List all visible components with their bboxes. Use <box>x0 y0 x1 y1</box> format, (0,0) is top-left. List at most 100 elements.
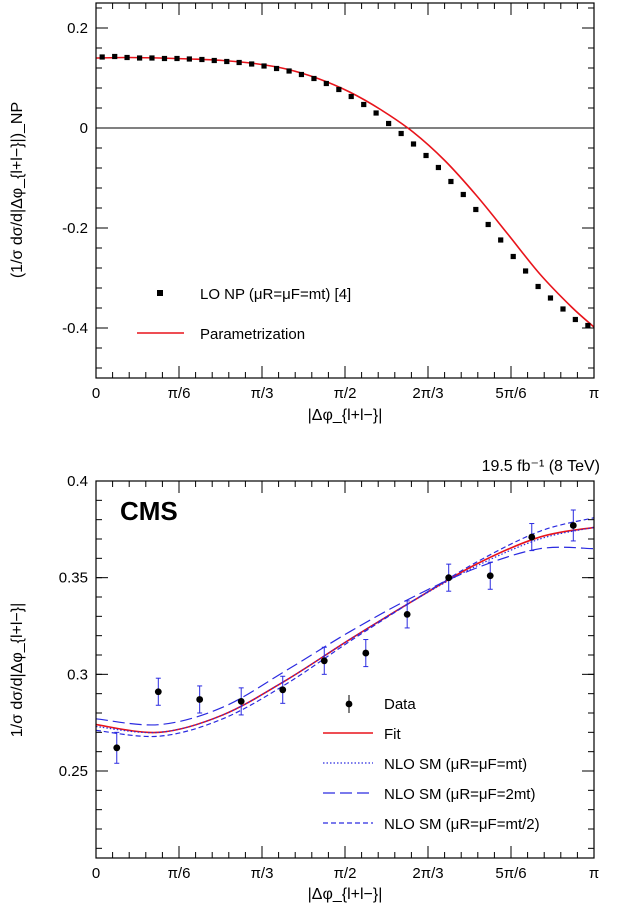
top-lo-np-point <box>174 55 180 62</box>
bottom-data-point <box>445 574 453 582</box>
top-x-tick-label: π/3 <box>251 385 274 402</box>
top-y-tick-label: -0.2 <box>62 220 88 237</box>
top-lo-np-point <box>498 237 504 243</box>
top-lo-np-point <box>211 57 217 64</box>
top-lo-np-point <box>522 268 529 274</box>
bottom-data-point <box>113 744 121 752</box>
top-legend: LO NP (μR=μF=mt) [4] Parametrization <box>137 286 351 343</box>
bottom-legend-marker-data <box>345 700 353 708</box>
top-lo-np-point <box>236 59 242 66</box>
top-lo-np-point <box>336 86 342 93</box>
bottom-data-point <box>362 649 370 657</box>
top-lo-np-point <box>149 55 155 61</box>
bottom-y-tick-label: 0.35 <box>59 570 88 587</box>
top-panel: 0 π/6 π/3 π/2 2π/3 5π/6 π 0.2 0 -0.2 -0.4 LO NP (μ… <box>9 2 599 424</box>
top-x-tick-label: π/2 <box>334 385 357 402</box>
bottom-luminosity-title: 19.5 fb⁻¹ (8 TeV) <box>482 458 600 475</box>
top-lo-np-point <box>473 206 479 213</box>
bottom-series-line-1 <box>95 526 595 734</box>
top-y-axis-title: (1/σ dσ/d|Δφ_{l+l−}|)_NP <box>9 102 26 278</box>
bottom-y-tick-label: 0.3 <box>67 666 88 683</box>
top-lo-np-point <box>410 141 417 147</box>
top-x-tick-label: π <box>589 385 599 402</box>
top-x-axis-title: |Δφ_{l+l−}| <box>308 407 383 424</box>
top-x-tick-label: π/6 <box>168 385 191 402</box>
bottom-legend-label-fit: Fit <box>384 726 401 743</box>
top-lo-np-point <box>311 75 317 82</box>
bottom-x-axis-title: |Δφ_{l+l−}| <box>308 886 383 903</box>
bottom-panel: 19.5 fb⁻¹ (8 TeV) 0 π/6 π/3 π/2 2π/3 5π/6 π 0.4… <box>9 458 600 903</box>
bottom-x-tick-label: 2π/3 <box>412 865 443 882</box>
bottom-legend: Data Fit NLO SM (μR=μF=mt) NLO SM (μR=μF… <box>323 695 540 833</box>
top-lo-np-point <box>585 322 591 329</box>
bottom-x-tick-label: π <box>589 865 599 882</box>
bottom-x-tick-label: 0 <box>92 865 100 882</box>
bottom-data-point <box>196 696 204 703</box>
bottom-data-point <box>569 522 577 529</box>
top-lo-np-point <box>460 191 466 198</box>
top-lo-np-point <box>348 93 354 100</box>
bottom-data-point <box>403 611 411 618</box>
top-lo-np-point <box>435 164 441 171</box>
bottom-data-point <box>486 572 494 580</box>
top-lo-np-point <box>323 80 329 87</box>
top-lo-np-point <box>161 55 168 62</box>
top-lo-np-point <box>249 61 255 67</box>
top-lo-np-point <box>448 178 454 185</box>
top-lo-np-point <box>560 306 566 312</box>
top-legend-marker-lo-np <box>157 290 163 296</box>
bottom-y-tick-label: 0.25 <box>59 763 88 780</box>
bottom-data-point <box>320 657 328 665</box>
top-lo-np-point <box>112 53 118 60</box>
top-lo-np-point <box>186 56 192 62</box>
top-lo-np-point <box>224 58 230 65</box>
top-lo-np-point <box>398 130 404 137</box>
top-lo-np-point <box>386 120 392 127</box>
top-legend-label-parametrization: Parametrization <box>200 326 305 343</box>
top-lo-np-point <box>286 68 292 74</box>
bottom-data-point <box>154 688 162 696</box>
top-lo-np-point <box>485 221 491 228</box>
top-plot-frame <box>95 2 595 379</box>
top-legend-label-lo-np: LO NP (μR=μF=mt) [4] <box>200 286 351 303</box>
bottom-y-axis-title: 1/σ dσ/d|Δφ_{l+l−}| <box>9 603 26 738</box>
top-x-tick-label: 0 <box>92 385 100 402</box>
bottom-data-point <box>279 686 287 694</box>
top-x-tick-label: 5π/6 <box>495 385 526 402</box>
bottom-series-line-2 <box>95 526 595 734</box>
top-lo-np-point <box>99 54 105 60</box>
top-lo-np-point <box>510 253 516 260</box>
top-series-line-1 <box>95 56 595 328</box>
bottom-x-tick-label: π/6 <box>168 865 191 882</box>
bottom-legend-label-nlo-mt-half: NLO SM (μR=μF=mt/2) <box>384 816 540 833</box>
top-lo-np-point <box>136 55 143 61</box>
top-lo-np-point <box>124 54 130 61</box>
top-y-tick-label: 0 <box>80 120 88 137</box>
bottom-legend-label-nlo-2mt: NLO SM (μR=μF=2mt) <box>384 786 535 803</box>
bottom-series-line-4 <box>95 517 595 738</box>
bottom-y-tick-label: 0.4 <box>67 473 88 490</box>
top-y-tick-label: -0.4 <box>62 320 88 337</box>
top-lo-np-point <box>572 316 578 323</box>
top-lo-np-point <box>261 63 267 69</box>
top-lo-np-point <box>547 295 554 301</box>
top-lo-np-point <box>199 56 205 63</box>
bottom-x-tick-label: π/3 <box>251 865 274 882</box>
bottom-legend-label-nlo-mt: NLO SM (μR=μF=mt) <box>384 756 527 773</box>
bottom-series-line-3 <box>95 546 595 726</box>
top-y-tick-label: 0.2 <box>67 20 88 37</box>
bottom-data-point <box>237 698 245 705</box>
top-lo-np-point <box>423 152 429 159</box>
top-lo-np-point <box>361 101 367 108</box>
top-lo-np-point <box>298 71 305 78</box>
cms-label: CMS <box>120 496 178 526</box>
top-lo-np-point <box>373 110 379 116</box>
bottom-x-tick-label: π/2 <box>334 865 357 882</box>
top-lo-np-point <box>535 283 541 290</box>
bottom-x-tick-label: 5π/6 <box>495 865 526 882</box>
bottom-legend-label-data: Data <box>384 696 416 713</box>
top-lo-np-point <box>273 65 280 72</box>
top-x-tick-label: 2π/3 <box>412 385 443 402</box>
bottom-data-point <box>528 533 536 541</box>
